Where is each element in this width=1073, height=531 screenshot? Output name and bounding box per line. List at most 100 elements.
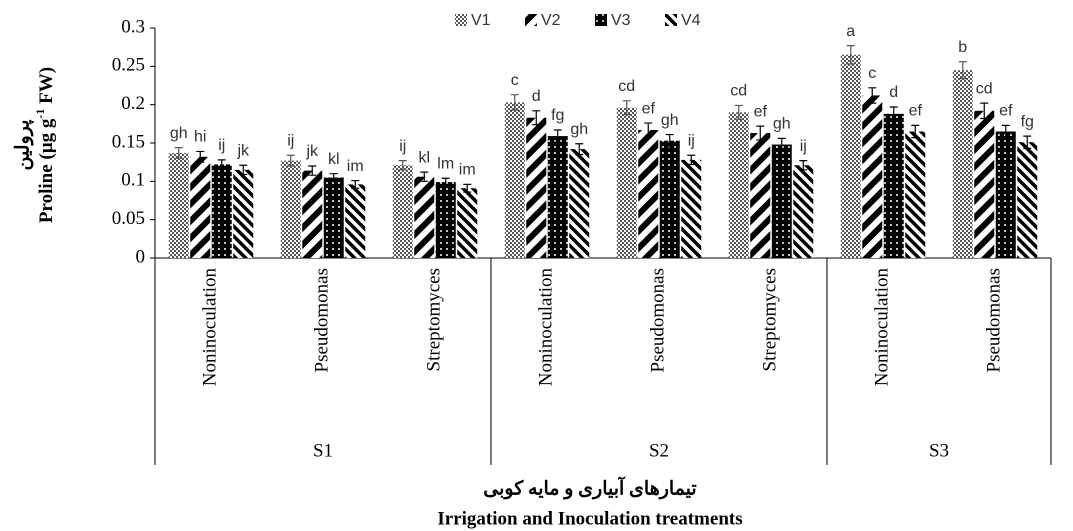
x-tick-label: Noninoculation: [199, 268, 220, 387]
significance-letter: jk: [236, 142, 250, 159]
error-bar: [1023, 135, 1032, 149]
significance-letter: gh: [170, 125, 188, 142]
bar: [681, 159, 702, 258]
bar: [392, 165, 413, 258]
error-bar: [734, 104, 743, 120]
significance-letter: hi: [194, 129, 206, 146]
x-tick-label: Pseudomonas: [647, 268, 668, 373]
bar: [345, 184, 366, 258]
error-bar: [553, 129, 562, 143]
bar: [750, 133, 771, 258]
significance-letter: ef: [754, 103, 768, 120]
y-title-part: Proline (µg g: [36, 118, 57, 223]
legend-label: V1: [471, 12, 491, 29]
bar: [414, 176, 435, 258]
y-tick-label: 0.05: [112, 208, 145, 229]
x-axis-title: Irrigation and Inoculation treatments: [437, 508, 742, 529]
error-bar: [463, 183, 472, 193]
significance-letter: b: [958, 39, 967, 56]
legend-swatch: [595, 14, 607, 26]
error-bar: [980, 102, 989, 120]
error-bar: [510, 94, 519, 111]
error-bar: [644, 122, 653, 138]
significance-letter: a: [846, 23, 855, 40]
y-tick-label: 0: [136, 246, 146, 267]
y-title-part: FW): [36, 67, 57, 109]
significance-letter: cd: [976, 80, 993, 97]
bar: [211, 164, 232, 258]
error-bar: [846, 45, 855, 65]
error-bar: [239, 164, 248, 176]
significance-letter: cd: [618, 78, 635, 95]
significance-letter: ij: [800, 138, 807, 155]
legend-label: V2: [541, 12, 561, 29]
x-tick-label: Streptomyces: [759, 268, 780, 371]
error-bar: [196, 150, 205, 163]
error-bar: [889, 106, 898, 122]
bar: [457, 188, 478, 258]
legend-swatch: [665, 14, 677, 26]
significance-letter: cd: [730, 83, 747, 100]
bar: [435, 182, 456, 258]
significance-letter: ij: [399, 138, 406, 155]
significance-letter: fg: [551, 107, 564, 124]
error-bar: [286, 154, 295, 167]
error-bar: [441, 177, 450, 187]
bar: [771, 144, 792, 258]
bar: [659, 140, 680, 258]
bar: [995, 131, 1016, 258]
y-tick-label: 0.25: [112, 55, 145, 76]
significance-letter: ef: [909, 103, 923, 120]
bar: [905, 131, 926, 258]
significance-letter: im: [459, 162, 476, 179]
legend-swatch: [455, 14, 467, 26]
legend-label: V4: [681, 12, 701, 29]
bar: [526, 117, 547, 258]
significance-letter: c: [868, 65, 876, 82]
error-bar: [868, 87, 877, 104]
bar: [302, 170, 323, 258]
error-bar: [622, 100, 631, 116]
error-bar: [329, 173, 338, 182]
significance-letter: ef: [999, 103, 1013, 120]
x-tick-label: Noninoculation: [535, 268, 556, 387]
bar: [638, 129, 659, 258]
error-bar: [351, 179, 360, 189]
bar: [840, 54, 861, 259]
error-bar: [799, 160, 808, 171]
significance-letter: ij: [688, 132, 695, 149]
y-tick-label: 0.2: [121, 93, 145, 114]
significance-letter: im: [347, 158, 364, 175]
x-tick-label: Streptomyces: [423, 268, 444, 371]
bar: [569, 149, 590, 258]
y-axis-title-en: Proline (µg g-1 FW): [33, 67, 58, 223]
significance-letter: ij: [218, 137, 225, 154]
error-bar: [777, 137, 786, 152]
bar: [974, 110, 995, 258]
significance-letter: d: [889, 84, 898, 101]
significance-letter: kl: [418, 149, 430, 166]
error-bar: [687, 154, 696, 166]
error-bar: [1001, 124, 1010, 139]
legend-label: V3: [611, 12, 631, 29]
group-label: S1: [313, 440, 333, 461]
bar: [952, 70, 973, 259]
error-bar: [532, 110, 541, 126]
significance-letter: c: [511, 72, 519, 89]
y-axis-title-fa: پرولین: [12, 120, 33, 171]
y-axis-title: پرولین Proline (µg g-1 FW): [12, 67, 57, 223]
bar: [168, 152, 189, 258]
group-label: S3: [929, 440, 949, 461]
error-bar: [398, 160, 407, 171]
bar: [504, 102, 525, 258]
legend-swatch: [525, 14, 537, 26]
significance-letter: jk: [305, 143, 319, 160]
significance-letter: gh: [570, 121, 588, 138]
bar: [1017, 142, 1038, 258]
significance-letter: ef: [642, 100, 656, 117]
x-tick-label: Pseudomonas: [983, 268, 1004, 373]
error-bar: [575, 143, 584, 156]
bar: [323, 177, 344, 258]
bar: [883, 113, 904, 258]
